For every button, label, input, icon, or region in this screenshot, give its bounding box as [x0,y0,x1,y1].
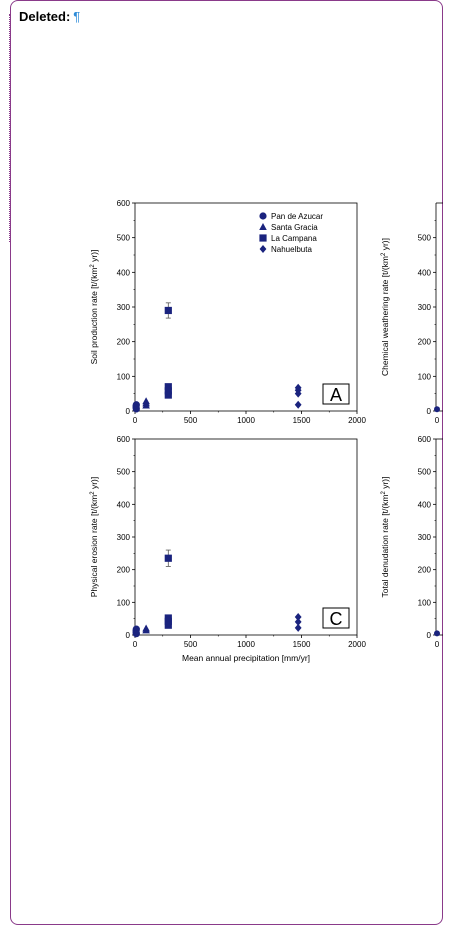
data-point-square [164,554,172,562]
y-tick-label: 400 [418,268,432,277]
data-point-diamond [294,389,302,398]
x-tick-label: 2000 [348,640,366,649]
y-tick-label: 0 [126,407,131,416]
data-point-triangle [142,397,150,405]
y-tick-label: 500 [117,234,131,243]
data-point-circle [434,630,440,637]
y-axis-label: Total denudation rate [t/(km2 yr)] [380,477,390,598]
comment-balloon[interactable] [10,0,443,925]
x-tick-label: 0 [133,640,138,649]
y-tick-label: 300 [418,533,432,542]
legend-marker-triangle [259,223,267,230]
y-tick-label: 100 [117,372,131,381]
panel-letter: C [330,609,343,629]
deleted-label-text: Deleted: [19,9,71,24]
y-tick-label: 400 [418,500,432,509]
data-point-square [164,621,172,629]
comment-connector-line [0,14,10,242]
panel-letter-box [322,607,350,629]
x-tick-label: 1000 [237,640,255,649]
x-axis-label: Mean annual precipitation [mm/yr] [182,653,310,663]
legend-marker-diamond [259,245,267,253]
data-point-square [164,387,172,395]
y-tick-label: 200 [117,566,131,575]
x-tick-label: 0 [435,416,440,425]
y-tick-label: 400 [117,268,131,277]
x-tick-label: 1500 [293,416,311,425]
x-tick-label: 500 [184,640,198,649]
y-tick-label: 200 [418,338,432,347]
y-tick-label: 200 [418,566,432,575]
data-point-diamond [294,613,302,622]
deleted-label: Deleted: ¶ [19,9,80,24]
data-point-diamond [294,400,302,409]
data-point-diamond [294,617,302,626]
x-tick-label: 500 [184,416,198,425]
legend-label: Santa Gracia [271,223,318,232]
legend-label: Pan de Azucar [271,212,323,221]
x-tick-label: 1000 [237,416,255,425]
y-tick-label: 100 [418,372,432,381]
legend-marker-square [259,234,267,242]
data-point-square [164,391,172,399]
y-tick-label: 600 [117,435,131,444]
x-tick-label: 0 [133,416,138,425]
legend-marker-circle [259,212,267,220]
data-point-diamond [294,623,302,632]
y-tick-label: 300 [117,303,131,312]
y-tick-label: 0 [427,407,432,416]
data-point-circle [132,401,140,409]
x-tick-label: 2000 [348,416,366,425]
panel-letter: A [330,385,342,405]
plot-frame-C [134,438,358,636]
y-tick-label: 600 [117,199,131,208]
x-tick-label: 1500 [293,640,311,649]
pilcrow-mark: ¶ [73,9,81,24]
y-tick-label: 300 [418,303,432,312]
data-point-triangle [142,624,150,632]
data-point-square [164,306,172,315]
y-tick-label: 500 [117,468,131,477]
y-tick-label: 0 [126,631,131,640]
y-tick-label: 400 [117,500,131,509]
legend-label: La Campana [271,234,317,243]
y-tick-label: 300 [117,533,131,542]
y-axis-label: Physical erosion rate [t/(km2 yr)] [89,477,99,598]
y-tick-label: 200 [117,338,131,347]
legend-label: Nahuelbuta [271,245,312,254]
data-point-circle [132,630,140,638]
data-point-circle [434,406,440,413]
y-tick-label: 100 [117,598,131,607]
y-tick-label: 0 [427,631,432,640]
y-tick-label: 500 [418,234,432,243]
panel-letter-box [322,383,350,405]
y-tick-label: 600 [418,435,432,444]
y-axis-label: Chemical weathering rate [t/(km2 yr)] [380,238,390,376]
data-point-square [164,383,172,391]
y-tick-label: 500 [418,468,432,477]
y-axis-label: Soil production rate [t/(km2 yr)] [89,250,99,365]
y-tick-label: 100 [418,598,432,607]
x-tick-label: 0 [435,640,440,649]
data-point-square [164,617,172,625]
